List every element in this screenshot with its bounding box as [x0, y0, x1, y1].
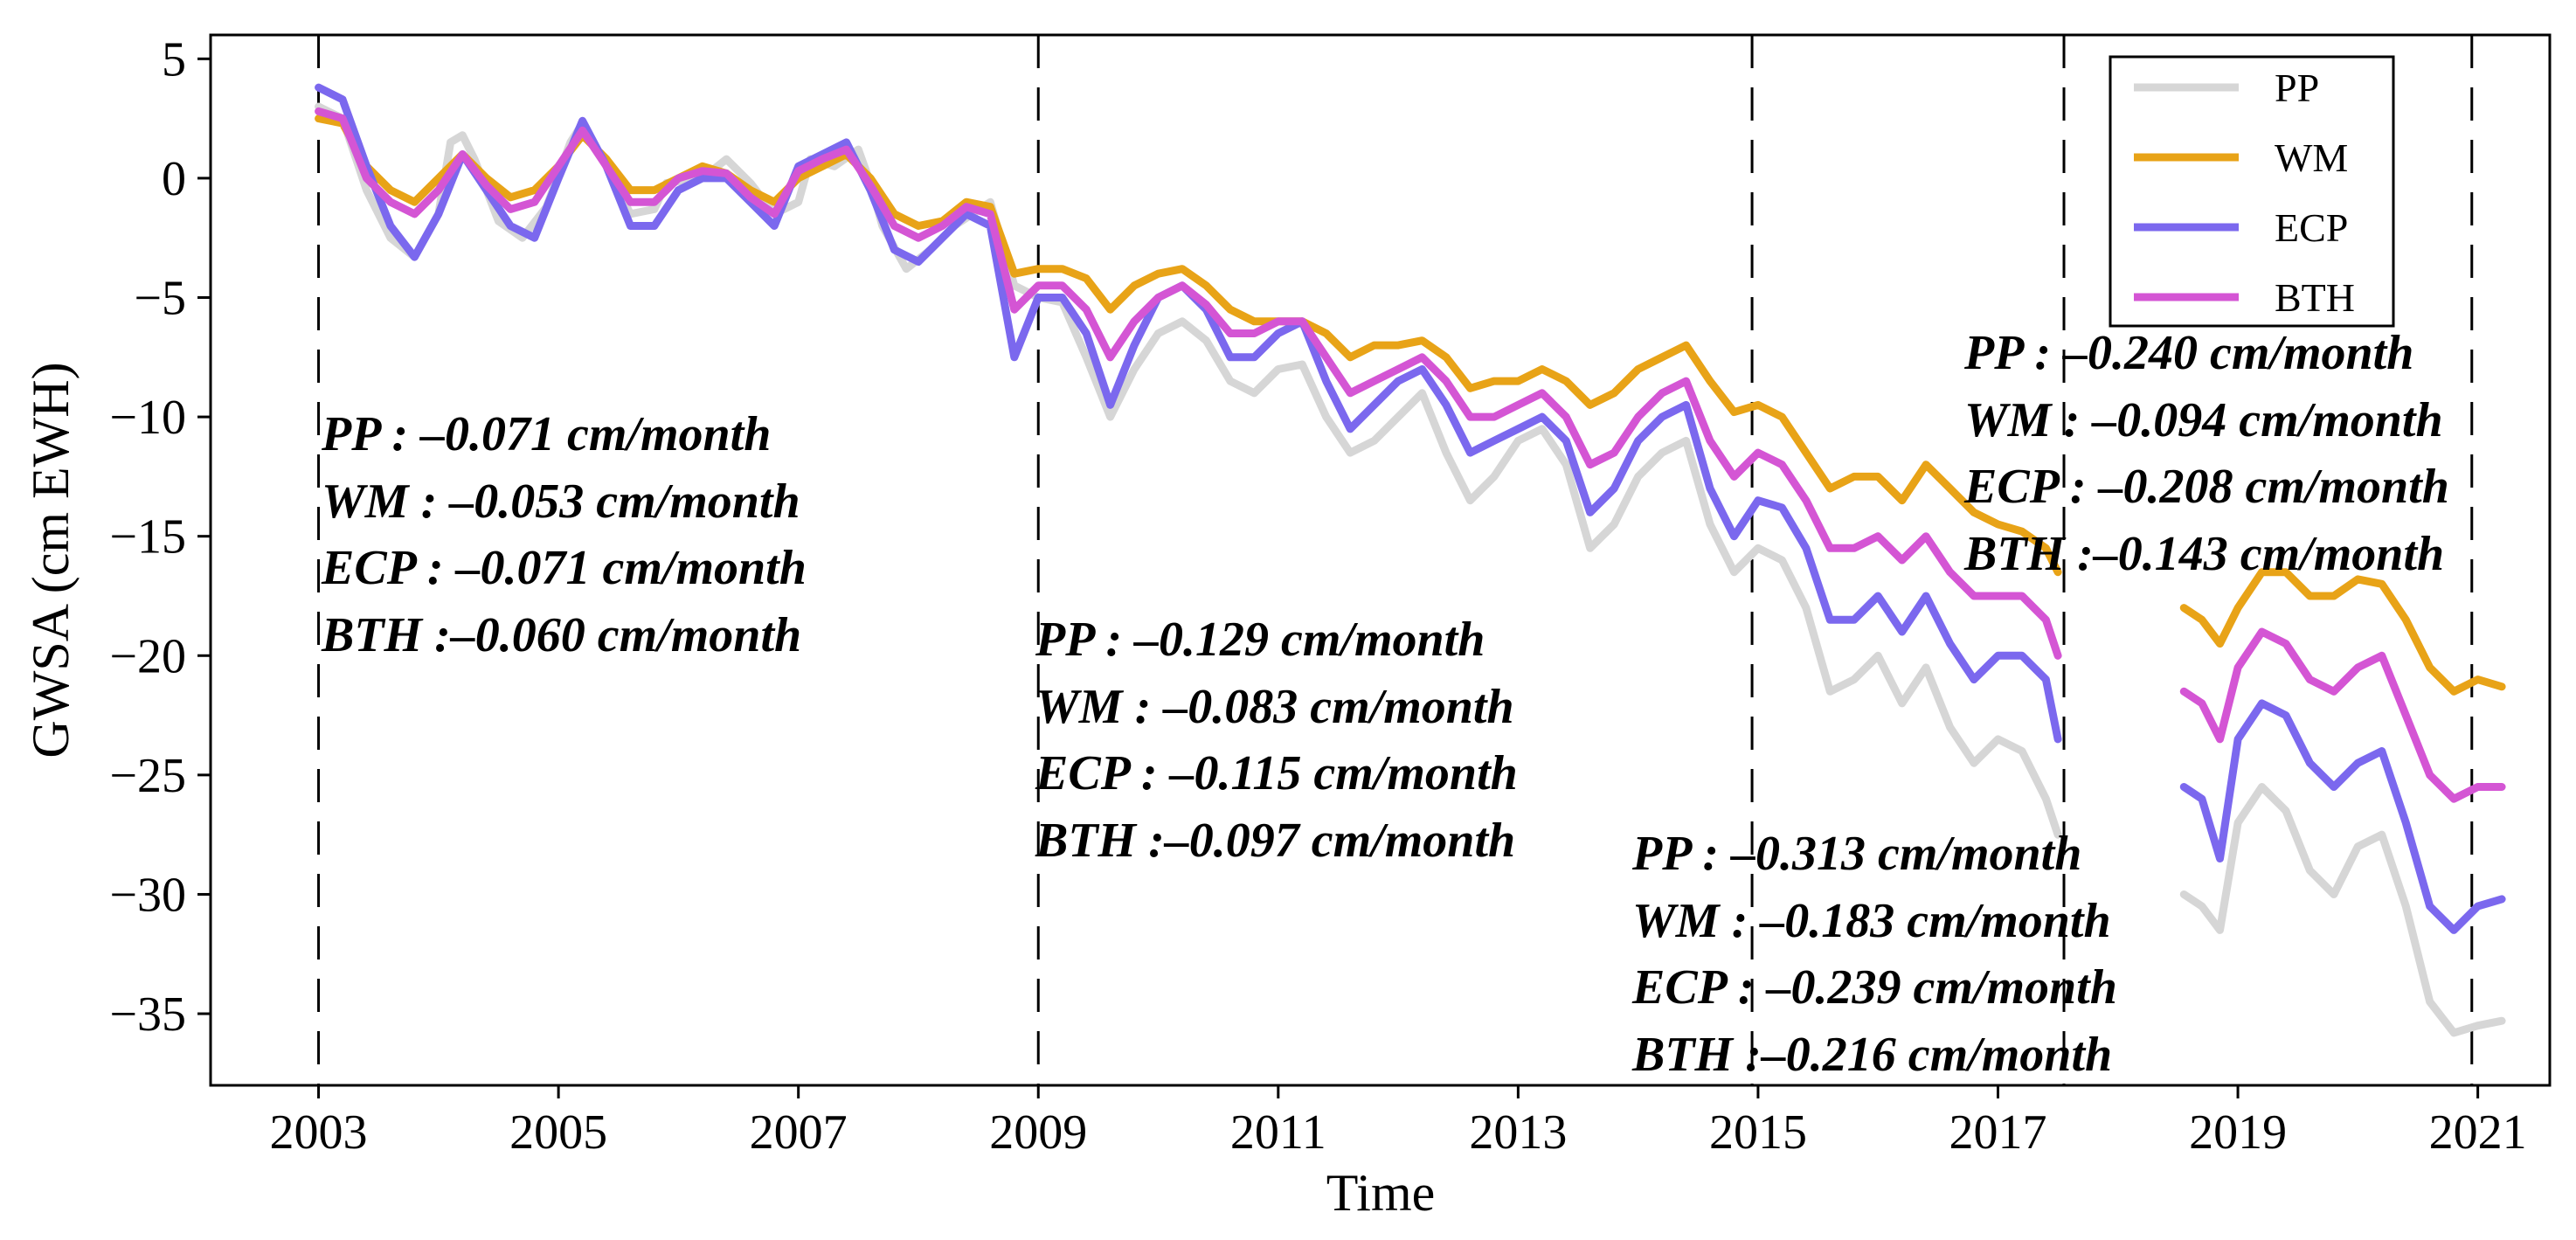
annotation-period1: PP : –0.071 cm/month WM : –0.053 cm/mont… — [321, 407, 807, 662]
y-tick-label: −5 — [134, 272, 186, 326]
annotation-period4: PP : –0.240 cm/month WM : –0.094 cm/mont… — [1963, 326, 2449, 581]
series-lines — [315, 83, 2506, 1037]
x-tick-label: 2019 — [2189, 1105, 2287, 1160]
x-tick-label: 2003 — [270, 1105, 368, 1160]
series-line-bth — [315, 107, 2506, 803]
x-tick-label: 2005 — [509, 1105, 607, 1160]
annotation-line: PP : –0.129 cm/month — [1035, 613, 1485, 667]
annotation-line: PP : –0.071 cm/month — [321, 407, 771, 461]
annotation-period3: PP : –0.313 cm/month WM : –0.183 cm/mont… — [1631, 827, 2117, 1082]
x-axis-label: Time — [1326, 1164, 1436, 1222]
legend-label-bth: BTH — [2275, 275, 2355, 320]
x-tick-label: 2017 — [1949, 1105, 2047, 1160]
plot-frame — [209, 33, 2552, 1087]
series-line-wm — [315, 114, 2506, 696]
breakpoint-lines — [317, 35, 2474, 1085]
annotation-line: ECP : –0.115 cm/month — [1035, 746, 1518, 800]
annotation-line: PP : –0.313 cm/month — [1631, 827, 2081, 881]
annotation-line: ECP : –0.071 cm/month — [321, 541, 807, 595]
annotation-line: BTH :–0.143 cm/month — [1963, 527, 2444, 581]
y-tick-label: −10 — [109, 391, 186, 445]
y-tick-label: 0 — [162, 152, 186, 206]
x-tick-label: 2021 — [2429, 1105, 2527, 1160]
annotation-line: ECP : –0.208 cm/month — [1963, 460, 2449, 514]
y-tick-label: −15 — [109, 510, 186, 565]
annotation-line: PP : –0.240 cm/month — [1963, 326, 2413, 380]
y-tick-label: −20 — [109, 629, 186, 683]
y-axis-ticks: 5 0 −5 −10 −15 −20 −25 −30 −35 — [109, 32, 211, 1042]
legend-label-pp: PP — [2275, 66, 2319, 110]
legend-box — [2109, 55, 2395, 328]
x-tick-label: 2015 — [1709, 1105, 1807, 1160]
legend-label-ecp: ECP — [2275, 205, 2348, 250]
legend-label-wm: WM — [2275, 135, 2348, 180]
annotation-line: BTH :–0.216 cm/month — [1631, 1028, 2112, 1082]
y-tick-label: 5 — [162, 32, 186, 87]
x-tick-label: 2009 — [989, 1105, 1087, 1160]
annotation-line: BTH :–0.097 cm/month — [1035, 814, 1515, 868]
y-axis-label: GWSA (cm EWH) — [22, 362, 80, 758]
x-tick-label: 2011 — [1230, 1105, 1326, 1160]
x-tick-label: 2013 — [1469, 1105, 1567, 1160]
annotation-line: WM : –0.183 cm/month — [1632, 894, 2111, 948]
x-axis-ticks: 2003 2005 2007 2009 2011 2013 2015 2017 2019 2021 — [270, 1085, 2527, 1160]
annotation-line: WM : –0.083 cm/month — [1035, 680, 1514, 734]
annotation-line: BTH :–0.060 cm/month — [321, 608, 801, 662]
annotation-line: ECP : –0.239 cm/month — [1631, 960, 2117, 1015]
annotation-period2: PP : –0.129 cm/month WM : –0.083 cm/mont… — [1035, 613, 1518, 868]
y-tick-label: −25 — [109, 749, 186, 803]
annotation-line: WM : –0.094 cm/month — [1964, 393, 2443, 447]
legend: PP WM ECP BTH — [2109, 55, 2395, 328]
x-tick-label: 2007 — [750, 1105, 848, 1160]
y-tick-label: −30 — [109, 868, 186, 922]
y-tick-label: −35 — [109, 987, 186, 1042]
annotation-line: WM : –0.053 cm/month — [322, 475, 800, 529]
